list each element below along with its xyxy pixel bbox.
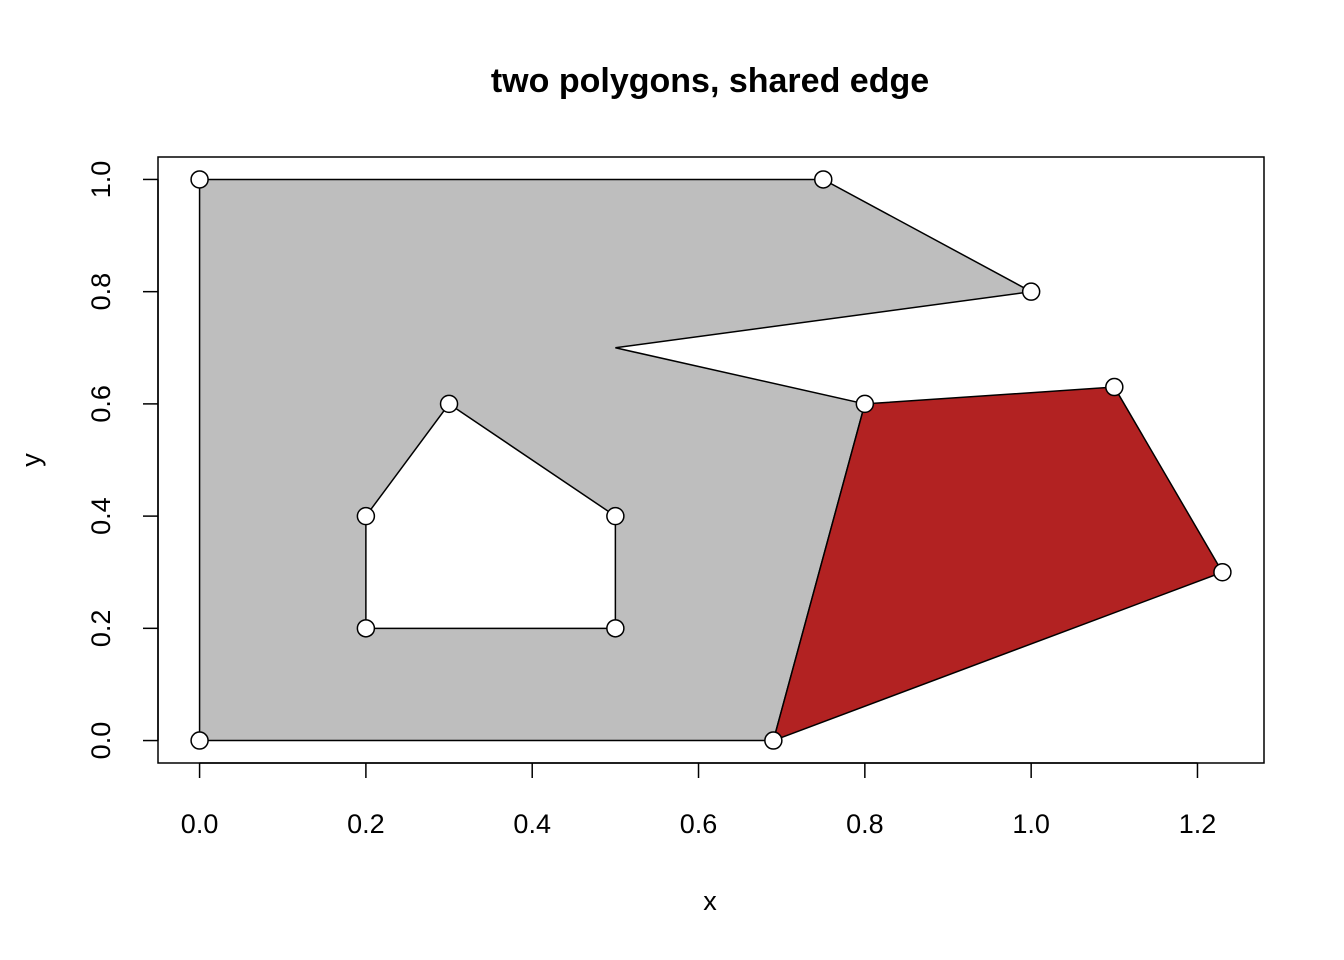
- vertex-point: [606, 506, 625, 526]
- y-tick-label: 0.6: [86, 385, 116, 423]
- x-tick-label: 1.0: [1012, 809, 1050, 839]
- y-tick-label: 1.0: [86, 161, 116, 199]
- x-tick-label: 0.4: [513, 809, 551, 839]
- vertex-point: [356, 619, 376, 638]
- y-tick-label: 0.2: [86, 610, 116, 648]
- point-layer: [190, 170, 1232, 750]
- x-tick-label: 0.2: [347, 809, 385, 839]
- vertex-point: [356, 506, 376, 526]
- y-axis-label: y: [16, 453, 46, 467]
- vertex-point: [190, 731, 209, 750]
- chart-title: two polygons, shared edge: [491, 62, 929, 100]
- vertex-point: [606, 619, 625, 638]
- x-tick-label: 1.2: [1179, 809, 1217, 839]
- vertex-point: [1213, 562, 1232, 582]
- x-axis-label: x: [703, 886, 717, 916]
- x-tick-label: 0.6: [680, 809, 718, 839]
- vertex-point: [814, 170, 833, 189]
- x-tick-label: 0.8: [846, 809, 884, 839]
- vertex-point: [764, 731, 783, 750]
- vertex-point: [1021, 282, 1041, 301]
- y-tick-label: 0.4: [86, 497, 116, 535]
- x-axis: 0.0 0.2 0.4 0.6 0.8 1.0 1.2: [181, 762, 1217, 839]
- x-tick-label: 0.0: [181, 809, 219, 839]
- vertex-point: [855, 394, 875, 414]
- y-tick-label: 0.8: [86, 273, 116, 311]
- vertex-point: [1105, 377, 1124, 397]
- y-axis: 0.0 0.2 0.4 0.6 0.8 1.0: [86, 161, 159, 760]
- vertex-point: [439, 394, 459, 414]
- vertex-point: [190, 170, 209, 189]
- y-tick-label: 0.0: [86, 722, 116, 760]
- polygon-layer: [198, 178, 1224, 742]
